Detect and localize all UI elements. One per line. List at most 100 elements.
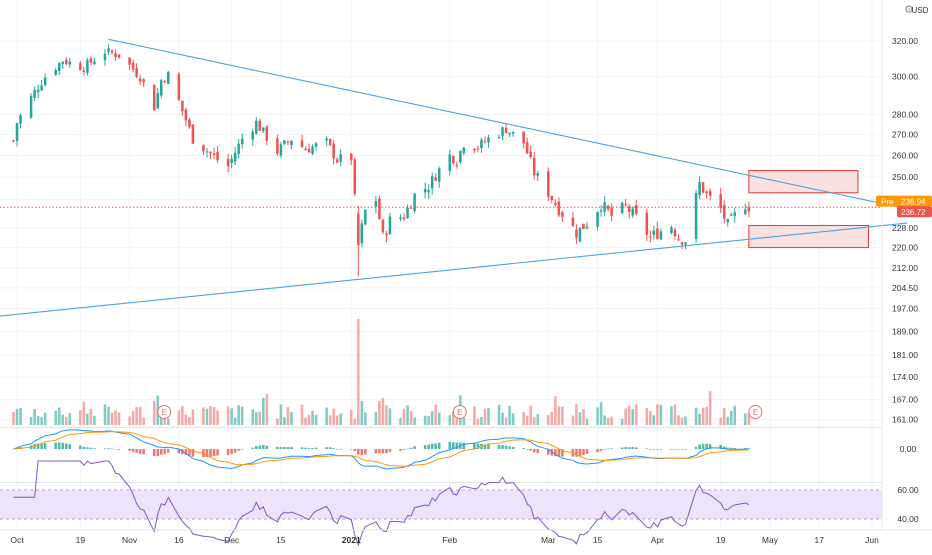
candle-body[interactable]: [631, 208, 635, 216]
candle-body[interactable]: [459, 150, 462, 163]
candle-body[interactable]: [19, 115, 22, 124]
candle-body[interactable]: [561, 212, 564, 217]
candle-body[interactable]: [747, 206, 751, 212]
candle-body[interactable]: [627, 206, 631, 212]
candle-body[interactable]: [191, 124, 195, 144]
candle-body[interactable]: [279, 144, 283, 156]
candle-body[interactable]: [729, 214, 733, 216]
candle-body[interactable]: [406, 207, 409, 219]
candle-body[interactable]: [437, 168, 441, 182]
candle-body[interactable]: [103, 53, 107, 61]
candle-body[interactable]: [645, 212, 649, 235]
trendlines[interactable]: [0, 38, 908, 322]
candle-body[interactable]: [582, 223, 585, 230]
candle-body[interactable]: [726, 219, 730, 223]
candle-body[interactable]: [473, 148, 476, 151]
candle-body[interactable]: [156, 92, 160, 109]
candle-body[interactable]: [304, 148, 307, 151]
candle-body[interactable]: [529, 151, 532, 158]
candle-body[interactable]: [332, 143, 335, 159]
candle-body[interactable]: [659, 231, 663, 240]
candle-body[interactable]: [462, 147, 466, 154]
gear-icon[interactable]: ⚙: [904, 4, 914, 16]
candle-body[interactable]: [603, 202, 606, 212]
earnings-marker[interactable]: [452, 405, 467, 419]
candle-body[interactable]: [402, 217, 406, 220]
candle-body[interactable]: [409, 207, 413, 209]
candle-body[interactable]: [487, 137, 490, 143]
candle-body[interactable]: [54, 70, 57, 75]
candle-body[interactable]: [107, 48, 110, 52]
candle-body[interactable]: [525, 142, 529, 154]
candle-body[interactable]: [547, 171, 550, 197]
candle-body[interactable]: [328, 139, 332, 145]
candle-body[interactable]: [364, 209, 367, 225]
candle-body[interactable]: [480, 139, 483, 149]
candle-body[interactable]: [680, 242, 684, 245]
candle-body[interactable]: [719, 194, 722, 208]
candle-body[interactable]: [606, 205, 610, 210]
candle-body[interactable]: [117, 54, 121, 58]
candle-body[interactable]: [388, 216, 392, 235]
candle-body[interactable]: [188, 119, 191, 127]
candle-body[interactable]: [413, 193, 416, 212]
upper-trendline[interactable]: [108, 38, 908, 210]
candle-body[interactable]: [599, 210, 603, 212]
candle-body[interactable]: [209, 151, 212, 154]
time-axis[interactable]: Oct 19 Nov 16 Dec 15 2021 Feb Mar 15 Apr 19 May 17 Jun: [0, 529, 932, 545]
candle-body[interactable]: [237, 143, 240, 154]
candle-body[interactable]: [216, 151, 219, 161]
candle-body[interactable]: [423, 189, 427, 193]
candle-body[interactable]: [694, 193, 698, 240]
candle-body[interactable]: [722, 205, 726, 219]
candle-body[interactable]: [357, 213, 360, 246]
candle-body[interactable]: [86, 60, 89, 73]
candle-body[interactable]: [258, 120, 262, 131]
candle-body[interactable]: [212, 153, 216, 155]
candle-body[interactable]: [452, 155, 455, 164]
earnings-marker[interactable]: [157, 405, 172, 419]
candle-body[interactable]: [550, 195, 554, 201]
candle-body[interactable]: [610, 207, 613, 216]
candle-body[interactable]: [578, 227, 582, 242]
candle-body[interactable]: [634, 205, 638, 215]
candle-body[interactable]: [673, 229, 677, 237]
candle-body[interactable]: [733, 212, 737, 217]
candle-body[interactable]: [339, 154, 342, 162]
candle-body[interactable]: [554, 202, 557, 205]
candle-body[interactable]: [504, 127, 508, 134]
candle-body[interactable]: [286, 142, 290, 144]
price-zone[interactable]: [748, 170, 859, 194]
candle-body[interactable]: [93, 61, 96, 65]
candle-body[interactable]: [448, 154, 452, 171]
candle-body[interactable]: [230, 158, 233, 164]
candle-body[interactable]: [33, 89, 36, 98]
candle-body[interactable]: [43, 77, 47, 86]
candle-body[interactable]: [430, 176, 434, 189]
candle-body[interactable]: [240, 138, 244, 145]
candle-body[interactable]: [152, 84, 156, 111]
candle-body[interactable]: [167, 71, 170, 84]
candle-body[interactable]: [300, 140, 304, 148]
earnings-marker[interactable]: [748, 405, 763, 419]
candle-body[interactable]: [184, 109, 188, 121]
candle-body[interactable]: [128, 57, 131, 65]
candle-body[interactable]: [522, 131, 525, 144]
candle-body[interactable]: [89, 58, 93, 63]
candle-body[interactable]: [353, 159, 357, 194]
candle-body[interactable]: [290, 140, 293, 145]
candle-body[interactable]: [427, 190, 430, 193]
candle-body[interactable]: [557, 201, 561, 216]
candle-body[interactable]: [159, 80, 163, 96]
candle-body[interactable]: [378, 198, 381, 219]
candle-body[interactable]: [276, 138, 279, 154]
candle-body[interactable]: [307, 148, 311, 153]
candle-body[interactable]: [110, 50, 114, 53]
candle-body[interactable]: [571, 217, 575, 227]
candle-body[interactable]: [177, 74, 181, 101]
candle-body[interactable]: [670, 227, 673, 234]
candle-body[interactable]: [79, 63, 82, 70]
candle-body[interactable]: [262, 127, 265, 131]
candle-body[interactable]: [511, 131, 515, 134]
